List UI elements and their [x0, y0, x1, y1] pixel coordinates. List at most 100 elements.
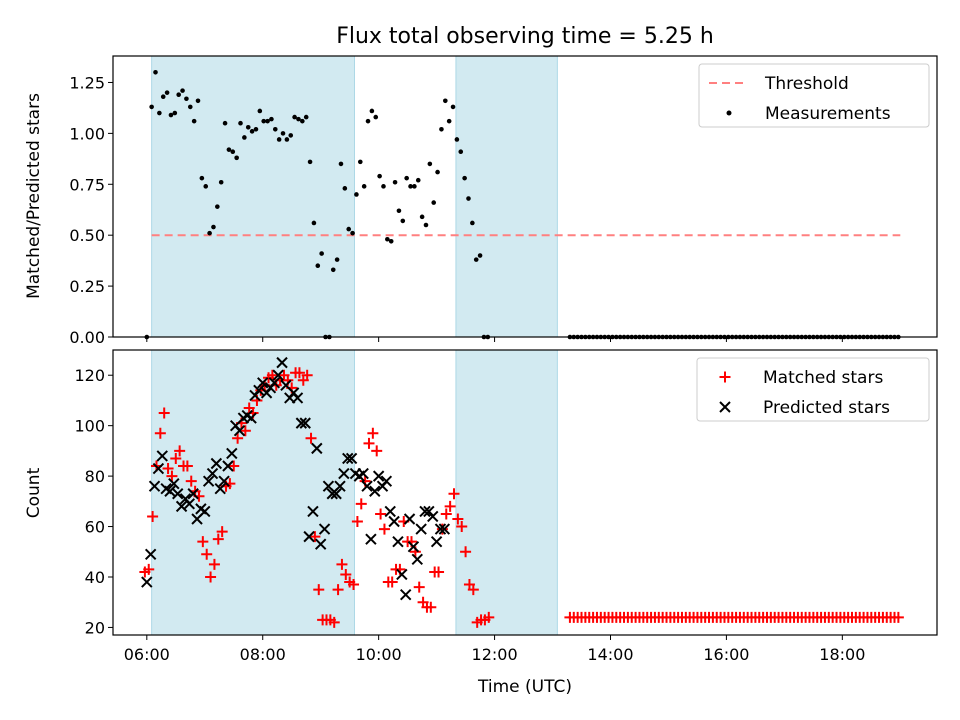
matched-stars-point	[185, 475, 197, 487]
measurements-point	[315, 263, 321, 269]
predicted-stars-point	[403, 513, 416, 525]
matched-stars-point	[197, 536, 209, 548]
measurements-point	[157, 110, 162, 116]
measurements-point	[319, 251, 324, 256]
measurements-point	[334, 257, 340, 262]
matched-stars-point	[328, 616, 340, 628]
measurements-point	[215, 204, 220, 209]
matched-stars-point	[228, 460, 240, 472]
legend-box	[696, 357, 930, 422]
legend-count: Matched stars Predicted stars	[696, 357, 930, 422]
predicted-stars-point	[334, 480, 346, 492]
measurements-point	[392, 179, 398, 185]
predicted-stars-point	[233, 425, 246, 437]
measurements-point	[388, 238, 394, 244]
measurements-point	[435, 169, 440, 175]
measurements-point	[253, 127, 259, 132]
matched-stars-point	[266, 369, 278, 381]
matched-stars-point	[336, 558, 348, 570]
measurements-point	[408, 184, 413, 189]
matched-stars-point	[201, 548, 213, 560]
matched-stars-point	[378, 523, 390, 535]
y-tick-label: 1.25	[69, 73, 105, 92]
measurements-point	[160, 94, 166, 100]
measurements-point	[191, 118, 197, 124]
matched-stars-point	[170, 452, 182, 464]
axes-frame-count	[112, 349, 938, 636]
matched-stars-point	[460, 546, 472, 558]
predicted-stars-point	[206, 467, 219, 480]
matched-stars-point	[154, 427, 166, 439]
predicted-stars-point	[144, 548, 157, 560]
measurements-point	[454, 137, 460, 142]
measurements-point	[470, 220, 475, 226]
matched-stars-point	[467, 584, 479, 596]
measurements-point	[377, 173, 382, 179]
matched-stars-point	[166, 470, 178, 482]
predicted-stars-point	[314, 538, 327, 550]
measurements-point	[330, 267, 336, 273]
matched-stars-point	[363, 437, 375, 449]
measurements-point	[458, 149, 464, 155]
predicted-stars-point	[172, 488, 184, 500]
predicted-stars-point	[141, 576, 153, 588]
predicted-stars-point	[419, 505, 431, 518]
measurements-point	[303, 114, 309, 120]
y-tick-label: 20	[85, 618, 105, 637]
measurements-point	[365, 118, 371, 124]
measurements-point	[172, 110, 178, 116]
observing-window-2	[455, 55, 558, 338]
predicted-stars-point	[399, 588, 412, 601]
predicted-stars-point	[276, 356, 288, 369]
measurements-point	[168, 112, 174, 118]
measurements-point	[369, 108, 375, 114]
measurements-point	[292, 114, 297, 120]
predicted-stars-point	[311, 442, 323, 455]
matched-stars-point	[332, 584, 344, 596]
measurements-point	[242, 135, 247, 140]
measurements-point	[423, 222, 429, 228]
matched-stars-point	[355, 498, 367, 510]
predicted-stars-point	[345, 452, 358, 465]
measurements-point	[346, 226, 352, 232]
measurements-point	[466, 196, 471, 201]
predicted-stars-point	[388, 515, 400, 528]
measurements-point	[249, 129, 255, 134]
predicted-stars-point	[226, 447, 238, 460]
measurements-point	[218, 179, 224, 185]
y-tick-label: 100	[74, 417, 105, 436]
predicted-stars-point	[438, 523, 451, 535]
measurements-point	[272, 127, 278, 132]
x-tick-label: 12:00	[472, 645, 518, 664]
predicted-stars-point	[330, 488, 342, 500]
predicted-stars-point	[318, 523, 331, 535]
measurements-point	[415, 177, 421, 183]
legend-box	[698, 63, 930, 128]
y-tick-label: 0.75	[69, 175, 105, 194]
measurements-point	[338, 161, 344, 167]
measurements-point	[354, 192, 359, 197]
x-tick-label: 16:00	[703, 645, 749, 664]
measurements-point	[427, 161, 433, 167]
measurements-point	[443, 98, 448, 104]
measurements-point	[373, 114, 379, 120]
predicted-stars-point	[272, 369, 284, 381]
measurements-point	[245, 124, 251, 130]
measurements-point	[446, 118, 452, 124]
matched-stars-point	[452, 513, 464, 525]
measurements-point	[342, 186, 348, 191]
predicted-stars-point	[257, 377, 269, 389]
predicted-stars-point	[434, 523, 447, 535]
measurements-point	[361, 184, 367, 189]
predicted-stars-point	[392, 535, 404, 548]
x-axis-label: Time (UTC)	[477, 677, 572, 697]
predicted-stars-point	[372, 470, 385, 482]
predicted-stars-point	[299, 417, 311, 429]
matched-stars-point	[892, 611, 904, 623]
predicted-stars-point	[245, 412, 257, 424]
legend-label: Predicted stars	[763, 398, 890, 418]
measurements-point	[396, 208, 402, 214]
predicted-stars-point	[415, 523, 427, 535]
measurements-point	[230, 149, 236, 155]
matched-stars-point	[436, 523, 448, 535]
